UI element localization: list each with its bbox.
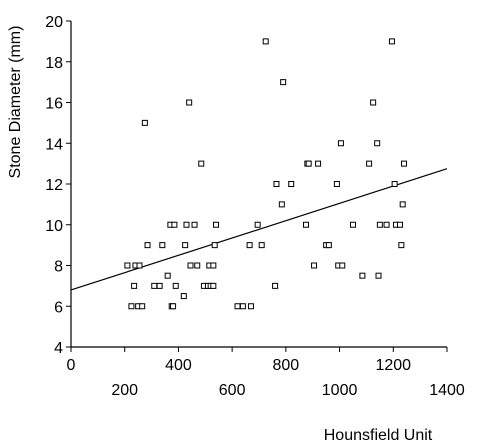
data-point bbox=[339, 262, 346, 269]
x-tick-label: 200 bbox=[111, 382, 138, 399]
data-point bbox=[376, 221, 383, 228]
data-point bbox=[278, 201, 285, 208]
data-point bbox=[194, 262, 201, 269]
data-point bbox=[303, 221, 309, 228]
data-point bbox=[171, 221, 178, 228]
data-point bbox=[288, 181, 295, 187]
data-point bbox=[262, 38, 269, 45]
data-point bbox=[170, 303, 177, 310]
y-tick-label: 12 bbox=[45, 177, 63, 194]
x-tick-label: 1200 bbox=[375, 357, 411, 374]
data-point bbox=[128, 303, 135, 310]
data-point bbox=[210, 262, 217, 269]
data-point bbox=[187, 262, 194, 269]
data-point bbox=[156, 282, 163, 289]
y-tick-label: 16 bbox=[45, 96, 63, 113]
data-point bbox=[398, 242, 405, 249]
y-axis-title: Stone Diameter (mm) bbox=[7, 26, 24, 179]
y-tick-label: 6 bbox=[54, 299, 63, 316]
data-point bbox=[370, 99, 377, 106]
x-tick-label: 600 bbox=[219, 382, 246, 399]
x-tick-label: 0 bbox=[67, 357, 76, 374]
y-tick-label: 14 bbox=[45, 136, 63, 153]
data-point bbox=[401, 160, 408, 167]
data-point bbox=[254, 221, 261, 228]
data-point bbox=[258, 242, 265, 249]
axes bbox=[66, 20, 448, 352]
data-point bbox=[247, 303, 254, 310]
data-point bbox=[374, 140, 381, 147]
data-point bbox=[280, 79, 287, 86]
data-point bbox=[272, 282, 279, 289]
data-point bbox=[180, 293, 187, 300]
x-tick-label: 1400 bbox=[429, 382, 465, 399]
data-point bbox=[239, 303, 246, 310]
data-point bbox=[234, 303, 241, 310]
data-point bbox=[375, 272, 382, 279]
data-point bbox=[198, 160, 205, 167]
data-point bbox=[210, 282, 217, 289]
data-point bbox=[325, 242, 332, 249]
data-point bbox=[399, 201, 406, 208]
data-points bbox=[124, 38, 408, 310]
y-tick-label: 4 bbox=[54, 340, 63, 357]
data-point bbox=[315, 160, 322, 167]
data-point bbox=[359, 272, 366, 279]
data-point bbox=[383, 221, 390, 228]
data-point bbox=[333, 181, 340, 187]
data-point bbox=[131, 282, 138, 289]
x-axis-title: Hounsfield Unit bbox=[324, 427, 433, 444]
x-tick-label: 400 bbox=[165, 357, 192, 374]
data-point bbox=[164, 272, 171, 279]
x-tick-label: 800 bbox=[273, 357, 300, 374]
data-point bbox=[211, 242, 218, 249]
data-point bbox=[182, 242, 189, 249]
data-point bbox=[151, 282, 158, 289]
data-point bbox=[124, 262, 131, 269]
data-point bbox=[273, 181, 280, 187]
y-tick-label: 8 bbox=[54, 259, 63, 276]
data-point bbox=[213, 221, 220, 228]
data-point bbox=[191, 221, 198, 228]
data-point bbox=[388, 38, 395, 45]
data-point bbox=[186, 99, 193, 106]
y-tick-label: 20 bbox=[45, 14, 63, 31]
data-point bbox=[183, 221, 190, 228]
data-point bbox=[172, 282, 179, 289]
data-point bbox=[136, 262, 143, 269]
data-point bbox=[350, 221, 356, 228]
data-point bbox=[366, 160, 373, 167]
data-point bbox=[159, 242, 166, 249]
x-tick-label: 1000 bbox=[322, 382, 358, 399]
data-point bbox=[305, 160, 312, 167]
trendline bbox=[70, 168, 448, 291]
y-tick-label: 10 bbox=[45, 218, 63, 235]
data-point bbox=[397, 221, 403, 228]
data-point bbox=[139, 303, 146, 310]
trendline-group bbox=[70, 168, 448, 291]
data-point bbox=[246, 242, 253, 249]
data-point bbox=[391, 181, 398, 187]
y-tick-label: 18 bbox=[45, 55, 63, 72]
data-point bbox=[311, 262, 318, 269]
data-point bbox=[337, 140, 344, 147]
data-point bbox=[141, 119, 148, 126]
data-point bbox=[144, 242, 151, 249]
